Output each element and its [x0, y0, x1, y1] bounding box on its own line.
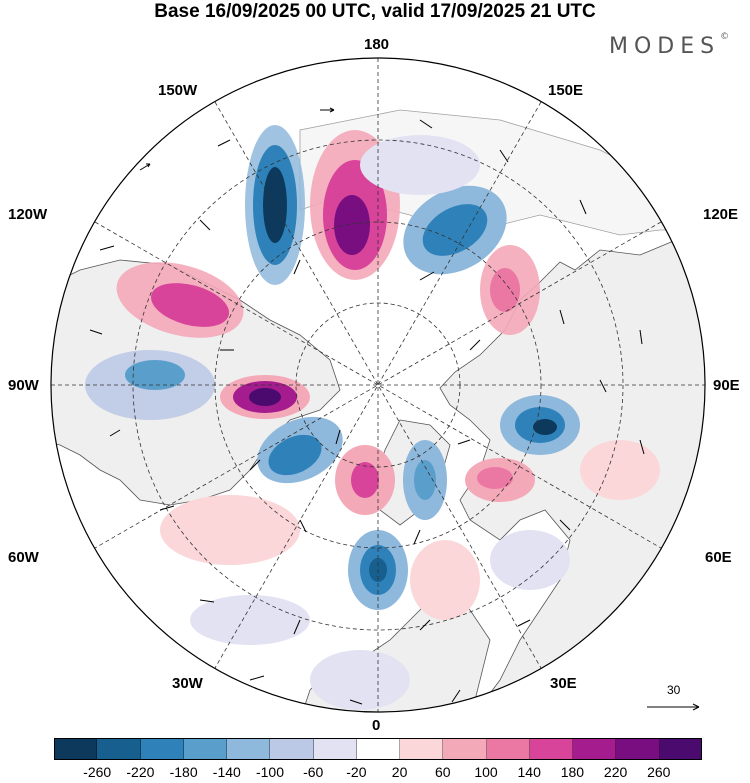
- lon-label-60e: 60E: [705, 549, 732, 566]
- reference-vector-arrow: [647, 703, 700, 711]
- wind-vectors: [89, 107, 645, 705]
- colorbar-swatch: [443, 738, 487, 760]
- colorbar-tick-label: -20: [346, 764, 367, 780]
- colorbar-swatch: [140, 738, 184, 760]
- colorbar-swatch: [227, 738, 271, 760]
- colorbar-swatch: [270, 738, 314, 760]
- colorbar-swatch: [54, 738, 98, 760]
- colorbar-tick-label: -60: [303, 764, 324, 780]
- colorbar-swatch: [356, 738, 401, 760]
- lon-label-90w: 90W: [8, 377, 39, 394]
- lon-label-30w: 30W: [172, 675, 203, 692]
- lon-label-150w: 150W: [158, 82, 198, 99]
- colorbar-tick-label: 20: [391, 764, 408, 780]
- lon-label-30e: 30E: [550, 675, 577, 692]
- colorbar-swatch: [573, 738, 617, 760]
- lon-label-180: 180: [364, 36, 390, 53]
- colorbar-tick-label: 60: [435, 764, 451, 780]
- map-boundary: [50, 57, 706, 713]
- lon-label-90e: 90E: [713, 377, 740, 394]
- colorbar-tick-label: -140: [212, 764, 241, 780]
- colorbar-tick-label: -100: [255, 764, 285, 780]
- colorbar-tick-label: -180: [169, 764, 198, 780]
- lon-label-0: 0: [372, 717, 381, 734]
- map-disc: [51, 58, 705, 712]
- colorbar-tick-label: -220: [126, 764, 155, 780]
- colorbar-swatch: [97, 738, 141, 760]
- colorbar-swatch: [313, 738, 357, 760]
- colorbar-tick-label: 260: [647, 764, 671, 780]
- colorbar-swatch: [529, 738, 574, 760]
- lon-label-120w: 120W: [8, 206, 48, 223]
- brand-name: MODES: [609, 34, 721, 59]
- lon-label-60w: 60W: [8, 549, 39, 566]
- colorbar: [54, 738, 702, 760]
- colorbar-swatch: [659, 738, 702, 760]
- colorbar-swatch: [183, 738, 228, 760]
- colorbar-swatch: [400, 738, 444, 760]
- lon-label-150e: 150E: [548, 82, 584, 99]
- colorbar-tick-label: 220: [603, 764, 628, 780]
- map-title: Base 16/09/2025 00 UTC, valid 17/09/2025…: [154, 1, 596, 22]
- colorbar-swatch: [486, 738, 530, 760]
- brand-mark: ©: [720, 32, 730, 42]
- lon-label-120e: 120E: [703, 206, 739, 223]
- graticule: [51, 58, 705, 712]
- colorbar-swatch: [616, 738, 660, 760]
- colorbar-tick-label: 100: [474, 764, 498, 780]
- modes-logo: MODES©: [609, 32, 730, 59]
- reference-vector-label: 30: [667, 683, 681, 697]
- colorbar-tick-label: -260: [83, 764, 112, 780]
- colorbar-tick-label: 180: [560, 764, 585, 780]
- colorbar-tick-label: 140: [517, 764, 541, 780]
